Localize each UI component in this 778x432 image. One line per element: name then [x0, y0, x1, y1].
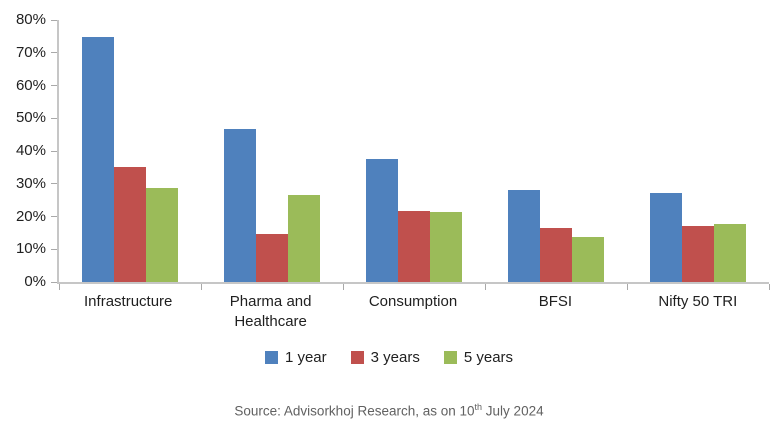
y-axis-label: 50% [15, 109, 46, 127]
bar-5-years-infrastructure [146, 188, 178, 282]
y-axis-tick [51, 85, 57, 86]
x-axis-category-label: Pharma and Healthcare [229, 293, 312, 330]
y-axis-label: 10% [15, 240, 46, 258]
x-axis-tick [342, 284, 344, 290]
bar-3-years-nifty-50-tri [682, 226, 714, 282]
bar-3-years-consumption [398, 210, 430, 282]
x-axis-tick [626, 284, 628, 290]
bar-group-bfsi [485, 20, 627, 282]
x-axis-category-label: Infrastructure [84, 293, 173, 310]
bar-1-year-bfsi [508, 190, 540, 282]
bar-5-years-bfsi [572, 236, 604, 282]
x-axis-category-label: Nifty 50 TRI [658, 293, 738, 310]
y-axis-label: 40% [15, 142, 46, 159]
bar-5-years-consumption [430, 212, 462, 282]
source-note: Source: Advisorkhoj Research, as on 10th… [0, 402, 778, 419]
legend-swatch-icon [443, 351, 457, 364]
y-axis-tick [51, 216, 57, 217]
y-axis-tick [51, 52, 57, 54]
legend-label: 3 years [370, 349, 420, 366]
legend-swatch-icon [350, 351, 364, 364]
bar-1-year-consumption [366, 158, 398, 282]
bar-group-consumption [343, 20, 485, 282]
y-axis-label: 80% [15, 11, 46, 28]
bar-1-year-infrastructure [82, 37, 114, 282]
bar-1-year-pharma-and-healthcare [224, 129, 256, 282]
x-axis-tick [768, 284, 770, 290]
bar-group-infrastructure [59, 20, 201, 282]
y-axis-label: 0% [24, 273, 46, 290]
bar-3-years-bfsi [540, 227, 572, 282]
x-axis-category-labels: Infrastructure Pharma and Healthcare Consu… [57, 292, 769, 332]
bar-5-years-nifty-50-tri [714, 224, 746, 282]
y-axis-tick [51, 183, 57, 185]
bar-3-years-pharma-and-healthcare [256, 233, 288, 282]
bar-group-nifty-50-tri [627, 20, 769, 282]
bar-5-years-pharma-and-healthcare [288, 194, 320, 282]
legend-swatch-icon [264, 351, 278, 364]
y-axis-tick [51, 117, 57, 119]
source-text: Source: Advisorkhoj Research, as on 10 [234, 403, 475, 419]
x-axis-category-label: BFSI [538, 293, 573, 310]
x-axis-tick [200, 284, 202, 290]
plot-area: 0% 10% 20% 30% 40% 50% 60% 70% 80% [16, 12, 770, 290]
x-axis-category-label: Consumption [368, 293, 458, 310]
bar-3-years-infrastructure [114, 166, 146, 282]
legend-label: 1 year [284, 349, 327, 366]
y-axis-tick [51, 248, 57, 250]
y-axis-tick [51, 281, 57, 283]
source-text-suffix: July 2024 [482, 403, 544, 419]
legend-label: 5 years [463, 349, 514, 366]
x-axis-tick [58, 284, 60, 290]
source-superscript: th [474, 402, 483, 412]
y-axis-label: 70% [15, 43, 46, 61]
legend-item-5-years: 5 years [443, 349, 514, 366]
bar-group-pharma-and-healthcare [201, 20, 343, 282]
legend-item-1-year: 1 year [264, 349, 327, 366]
y-axis-tick [51, 19, 57, 21]
y-axis-label: 60% [15, 76, 46, 94]
legend: 1 year 3 years 5 years [0, 349, 778, 366]
y-axis-label: 20% [15, 207, 46, 225]
legend-item-3-years: 3 years [350, 349, 420, 366]
x-axis-tick [484, 284, 486, 290]
y-axis-tick [51, 150, 57, 152]
y-axis-label: 30% [15, 174, 46, 192]
bar-1-year-nifty-50-tri [650, 193, 682, 282]
